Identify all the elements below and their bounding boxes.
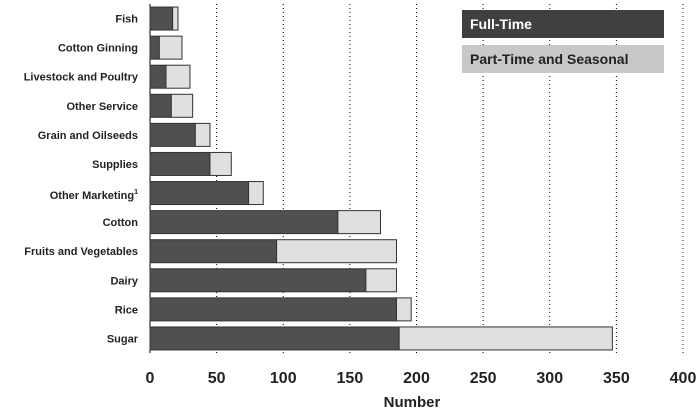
x-axis-label: Number bbox=[384, 394, 441, 411]
bar-sugar-part-time-and-seasonal bbox=[398, 326, 613, 351]
legend-swatch-full-time bbox=[462, 10, 664, 38]
category-label-cotton-ginning: Cotton Ginning bbox=[58, 43, 138, 55]
x-tick-label-150: 150 bbox=[337, 370, 364, 387]
bar-dairy-part-time-and-seasonal bbox=[365, 268, 398, 293]
bar-livestock-and-poultry-full-time bbox=[149, 64, 167, 89]
bar-rice-part-time-and-seasonal bbox=[396, 297, 412, 322]
category-label-grain-and-oilseeds: Grain and Oilseeds bbox=[38, 130, 138, 142]
bar-supplies-part-time-and-seasonal bbox=[209, 151, 232, 176]
bar-sugar-full-time bbox=[149, 326, 400, 351]
bar-rice-full-time bbox=[149, 297, 398, 322]
bar-fruits-and-vegetables-full-time bbox=[149, 239, 278, 264]
category-label-cotton: Cotton bbox=[103, 217, 139, 229]
legend-label-part-time: Part-Time and Seasonal bbox=[470, 51, 628, 67]
category-label-dairy: Dairy bbox=[110, 275, 138, 287]
legend-label-full-time: Full-Time bbox=[470, 16, 532, 32]
category-label-livestock-and-poultry: Livestock and Poultry bbox=[24, 72, 139, 84]
category-label-sugar: Sugar bbox=[107, 333, 139, 345]
category-labels: Fish Cotton Ginning Livestock and Poultry O… bbox=[24, 14, 139, 346]
x-tick-labels: 0 50 100 150 200 250 300 350 400 bbox=[146, 370, 697, 387]
bar-supplies-full-time bbox=[149, 151, 211, 176]
bar-fish-full-time bbox=[149, 6, 174, 31]
x-tick-label-300: 300 bbox=[536, 370, 563, 387]
x-tick-label-50: 50 bbox=[208, 370, 226, 387]
bar-dairy-full-time bbox=[149, 268, 367, 293]
category-label-other-marketing: Other Marketing1 bbox=[50, 189, 138, 202]
legend-swatch-part-time bbox=[462, 45, 664, 73]
category-label-supplies: Supplies bbox=[92, 159, 138, 171]
bar-other-marketing-part-time-and-seasonal bbox=[248, 181, 264, 206]
bars bbox=[149, 6, 613, 351]
x-tick-label-400: 400 bbox=[670, 370, 697, 387]
legend: Full-Time Part-Time and Seasonal bbox=[462, 10, 664, 73]
bar-other-service-part-time-and-seasonal bbox=[170, 93, 194, 118]
x-tick-label-250: 250 bbox=[470, 370, 497, 387]
x-tick-label-200: 200 bbox=[403, 370, 430, 387]
category-label-rice: Rice bbox=[115, 304, 138, 316]
bar-livestock-and-poultry-part-time-and-seasonal bbox=[165, 64, 191, 89]
grid-lines bbox=[149, 4, 684, 353]
bar-cotton-full-time bbox=[149, 210, 339, 235]
category-label-fish: Fish bbox=[115, 14, 138, 26]
bar-fish-part-time-and-seasonal bbox=[172, 6, 179, 31]
category-label-other-service: Other Service bbox=[66, 101, 138, 113]
x-tick-label-0: 0 bbox=[146, 370, 155, 387]
bar-other-service-full-time bbox=[149, 93, 172, 118]
x-tick-label-350: 350 bbox=[603, 370, 630, 387]
bar-grain-and-oilseeds-full-time bbox=[149, 122, 196, 147]
bar-other-marketing-full-time bbox=[149, 181, 250, 206]
bar-cotton-ginning-full-time bbox=[149, 35, 160, 60]
bar-grain-and-oilseeds-part-time-and-seasonal bbox=[194, 122, 211, 147]
category-label-fruits-and-vegetables: Fruits and Vegetables bbox=[24, 246, 138, 258]
bar-cotton-ginning-part-time-and-seasonal bbox=[158, 35, 183, 60]
x-tick-label-100: 100 bbox=[270, 370, 297, 387]
bar-fruits-and-vegetables-part-time-and-seasonal bbox=[276, 239, 398, 264]
bar-cotton-part-time-and-seasonal bbox=[337, 210, 382, 235]
